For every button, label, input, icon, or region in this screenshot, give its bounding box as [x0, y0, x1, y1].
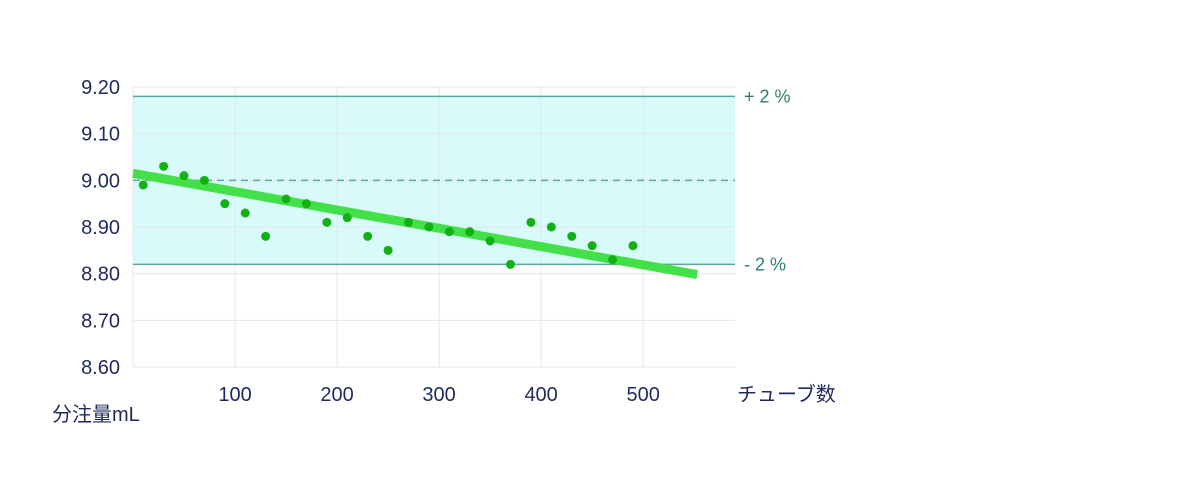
x-axis-label: チューブ数	[737, 382, 836, 406]
data-point	[567, 231, 577, 241]
y-tick-label: 8.80	[81, 264, 120, 286]
data-point	[138, 180, 148, 190]
data-point	[526, 217, 536, 227]
x-tick-label: 100	[218, 384, 251, 406]
y-tick-label: 8.90	[81, 217, 120, 239]
data-point	[199, 175, 209, 185]
trend-line-layer	[132, 168, 699, 280]
x-tick-label: 200	[320, 384, 353, 406]
data-point	[424, 222, 434, 232]
data-point	[363, 231, 373, 241]
data-points-layer	[138, 161, 638, 269]
data-point	[485, 236, 495, 246]
data-point	[322, 217, 332, 227]
data-point	[628, 241, 638, 251]
y-tick-label: 9.10	[81, 124, 120, 146]
data-point	[383, 245, 393, 255]
y-tick-label: 9.20	[81, 77, 120, 99]
data-point	[261, 231, 271, 241]
data-point	[159, 161, 169, 171]
y-tick-label: 9.00	[81, 170, 120, 192]
x-tick-label: 400	[524, 384, 557, 406]
upper-tolerance-label: + 2 %	[744, 86, 791, 106]
data-point	[179, 171, 189, 181]
x-tick-label: 500	[626, 384, 659, 406]
data-point	[506, 259, 516, 269]
data-point	[220, 199, 230, 209]
data-point	[403, 217, 413, 227]
data-point	[444, 227, 454, 237]
y-axis-label: 分注量mL	[52, 403, 140, 426]
lower-tolerance-label: - 2 %	[744, 254, 786, 274]
y-tick-labels: 9.20 9.10 9.00 8.90 8.80 8.70 8.60	[81, 77, 120, 379]
data-point	[608, 255, 618, 265]
data-point	[301, 199, 311, 209]
trend-line	[132, 168, 699, 280]
x-tick-label: 300	[422, 384, 455, 406]
y-tick-label: 8.60	[81, 357, 120, 379]
data-point	[465, 227, 475, 237]
x-tick-labels: 100 200 300 400 500	[218, 384, 660, 406]
data-point	[546, 222, 556, 232]
data-point	[587, 241, 597, 251]
data-point	[281, 194, 291, 204]
y-tick-label: 8.70	[81, 310, 120, 332]
data-point	[240, 208, 250, 218]
data-point	[342, 213, 352, 223]
